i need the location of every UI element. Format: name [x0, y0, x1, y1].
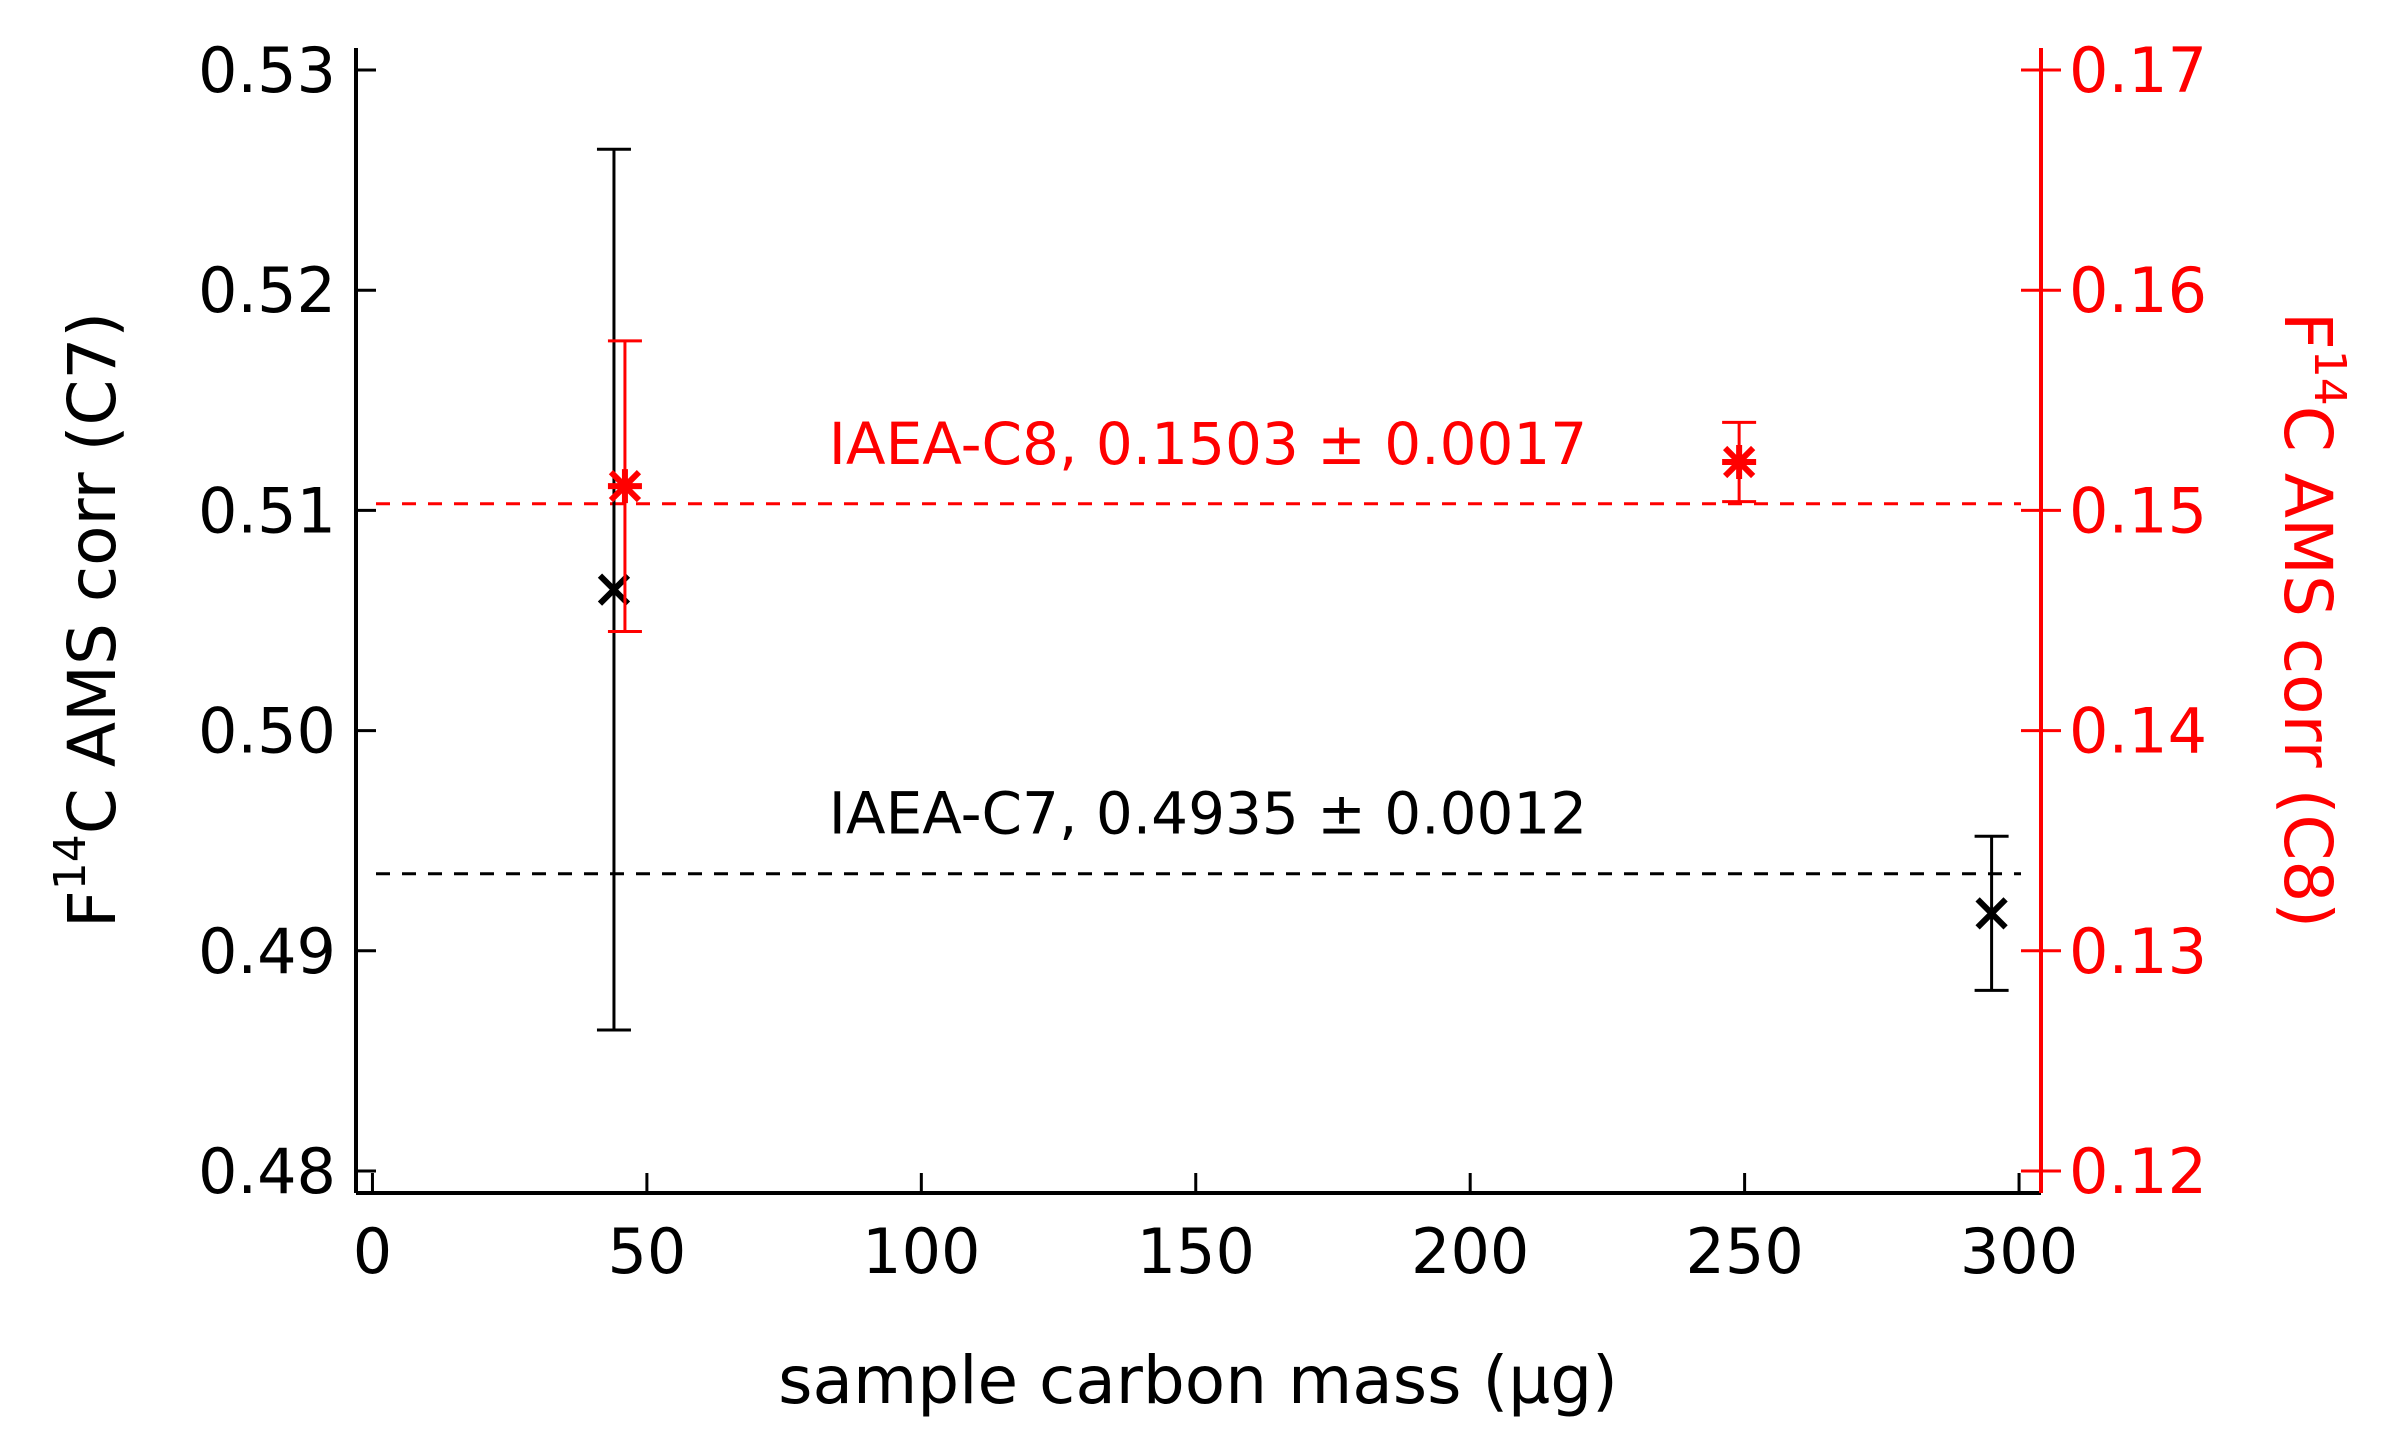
- y-left-tick-label: 0.52: [198, 254, 336, 327]
- y-left-tick-label: 0.51: [198, 474, 336, 547]
- x-axis-title: sample carbon mass (µg): [778, 1342, 1618, 1419]
- y-right-tick-label: 0.13: [2069, 915, 2207, 988]
- y-right-tick-label: 0.17: [2069, 34, 2207, 107]
- axis-ticks: 0 50 100 150 200 250 300 0.48 0.49 0.50 0.51 0.52 0.…: [198, 34, 2207, 1288]
- y-right-axis-title-rest: C AMS corr (C8): [2269, 406, 2346, 928]
- data-marks: [596, 147, 2009, 1032]
- x-tick-label: 300: [1960, 1215, 2078, 1288]
- data-point-c8: [607, 469, 642, 504]
- x-tick-label: 0: [353, 1215, 392, 1288]
- y-left-tick-label: 0.53: [198, 34, 336, 107]
- data-point-c7: [1975, 897, 2008, 930]
- y-left-tick-label: 0.48: [198, 1135, 336, 1208]
- y-left-axis-title-text: F14C AMS corr (C7): [45, 312, 131, 928]
- y-right-tick-label: 0.12: [2069, 1135, 2207, 1208]
- reference-lines: IAEA-C7, 0.4935 ± 0.0012 IAEA-C8, 0.1503 …: [376, 410, 2021, 876]
- y-left-axis-title-rest: C AMS corr (C7): [54, 312, 131, 834]
- y-right-axis-title-base: F: [2269, 312, 2346, 350]
- x-tick-label: 150: [1137, 1215, 1255, 1288]
- axis-labels: sample carbon mass (µg)F14C AMS corr (C7…: [45, 312, 2355, 1419]
- y-right-axis-title-sup: 14: [2304, 350, 2355, 406]
- y-left-axis-title: F14C AMS corr (C7): [45, 312, 131, 928]
- y-left-axis-title-sup: 14: [45, 834, 96, 890]
- x-tick-label: 250: [1685, 1215, 1803, 1288]
- y-right-tick-label: 0.15: [2069, 474, 2207, 547]
- y-right-axis-title: F14C AMS corr (C8): [2269, 312, 2355, 928]
- y-left-tick-label: 0.50: [198, 695, 336, 768]
- x-tick-label: 50: [607, 1215, 686, 1288]
- reference-label-c8: IAEA-C8, 0.1503 ± 0.0017: [829, 410, 1587, 478]
- x-tick-label: 100: [862, 1215, 980, 1288]
- y-right-tick-label: 0.16: [2069, 254, 2207, 327]
- reference-label-c7: IAEA-C7, 0.4935 ± 0.0012: [829, 780, 1587, 848]
- x-tick-label: 200: [1411, 1215, 1529, 1288]
- data-point-c8: [1722, 444, 1757, 479]
- plot-frame: [354, 48, 2043, 1195]
- y-left-tick-label: 0.49: [198, 915, 336, 988]
- y-right-tick-label: 0.14: [2069, 695, 2207, 768]
- y-left-axis-title-base: F: [54, 890, 131, 928]
- y-right-axis-title-text: F14C AMS corr (C8): [2269, 312, 2355, 928]
- data-point-c7: [597, 573, 631, 606]
